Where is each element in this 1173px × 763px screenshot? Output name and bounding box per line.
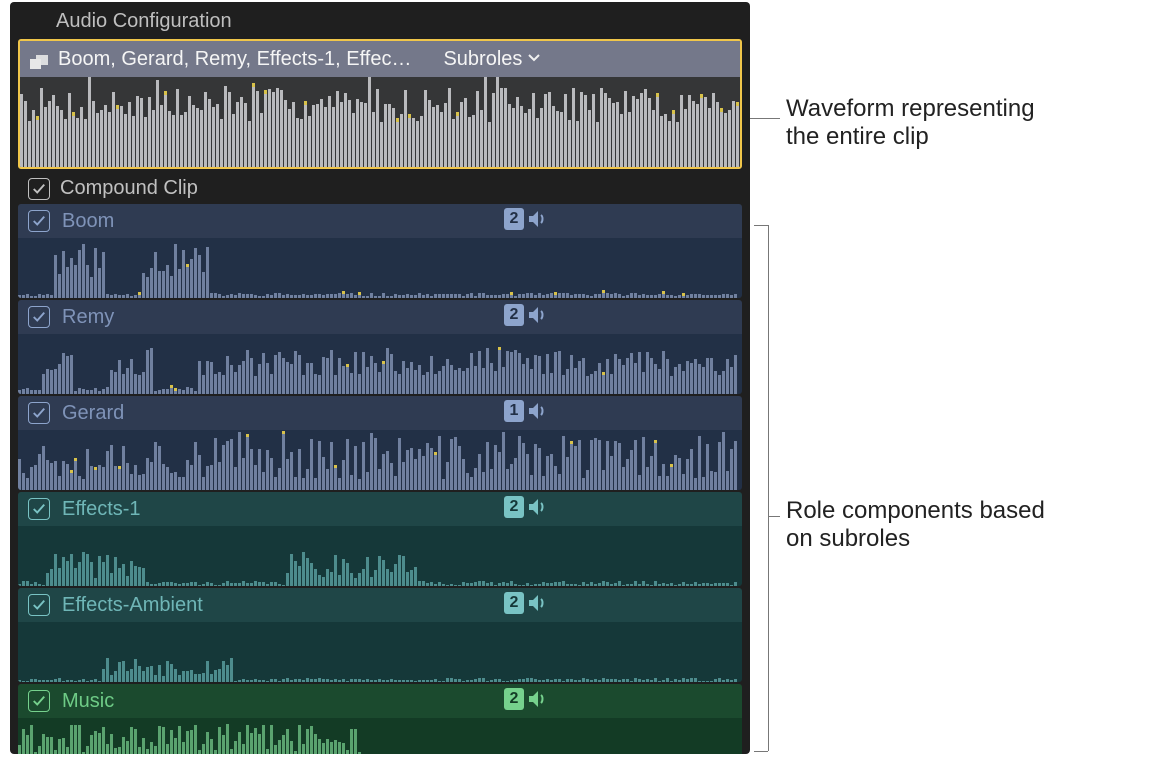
track-waveform [18,334,742,394]
track-channel-indicator: 2 [504,304,548,326]
compound-clip-label: Compound Clip [60,177,198,200]
track-row[interactable]: Remy 2 [18,300,742,394]
chevron-down-icon [526,48,542,71]
main-clip[interactable]: Boom, Gerard, Remy, Effects-1, Effec… Su… [18,39,742,169]
track-row[interactable]: Boom 2 [18,204,742,298]
track-row[interactable]: Music 2 [18,684,742,754]
speaker-icon [526,208,548,230]
subroles-dropdown[interactable]: Subroles [443,48,542,71]
panel-title: Audio Configuration [10,10,750,39]
channel-count-badge: 2 [504,304,524,326]
main-clip-header: Boom, Gerard, Remy, Effects-1, Effec… Su… [20,41,740,77]
callout-bracket [754,225,768,226]
track-channel-indicator: 1 [504,400,548,422]
track-label: Remy [62,306,114,329]
callout-bracket [754,751,768,752]
callout-text: Waveform representing [786,95,1035,123]
callout-text: on subroles [786,525,1045,553]
track-header: Remy [18,300,742,334]
track-label: Boom [62,210,114,233]
subroles-label: Subroles [443,48,522,71]
compound-clip-icon [30,52,48,66]
track-checkbox[interactable] [28,498,50,520]
track-checkbox[interactable] [28,402,50,424]
track-header: Effects-Ambient [18,588,742,622]
track-checkbox[interactable] [28,690,50,712]
track-waveform [18,526,742,586]
track-row[interactable]: Effects-1 2 [18,492,742,586]
compound-clip-checkbox[interactable] [28,178,50,200]
channel-count-badge: 2 [504,496,524,518]
track-row[interactable]: Gerard 1 [18,396,742,490]
channel-count-badge: 1 [504,400,524,422]
audio-config-panel: Audio Configuration Boom, Gerard, Remy, … [10,2,750,754]
callout-text: the entire clip [786,123,1035,151]
track-header: Effects-1 [18,492,742,526]
main-clip-waveform [20,73,740,167]
track-waveform [18,718,742,754]
track-label: Gerard [62,402,124,425]
track-label: Effects-1 [62,498,141,521]
callout-top: Waveform representing the entire clip [786,95,1035,151]
callout-leader [768,516,780,517]
speaker-icon [526,592,548,614]
track-channel-indicator: 2 [504,208,548,230]
track-label: Music [62,690,114,713]
main-clip-title: Boom, Gerard, Remy, Effects-1, Effec… [58,48,411,71]
channel-count-badge: 2 [504,208,524,230]
track-header: Boom [18,204,742,238]
track-channel-indicator: 2 [504,592,548,614]
speaker-icon [526,496,548,518]
speaker-icon [526,688,548,710]
callout-text: Role components based [786,497,1045,525]
channel-count-badge: 2 [504,688,524,710]
track-checkbox[interactable] [28,306,50,328]
track-checkbox[interactable] [28,594,50,616]
track-channel-indicator: 2 [504,688,548,710]
speaker-icon [526,304,548,326]
track-waveform [18,622,742,682]
callout-bracket [768,225,769,751]
callout-bottom: Role components based on subroles [786,497,1045,553]
speaker-icon [526,400,548,422]
track-header: Music [18,684,742,718]
channel-count-badge: 2 [504,592,524,614]
track-row[interactable]: Effects-Ambient 2 [18,588,742,682]
track-waveform [18,430,742,490]
tracks-list: Boom2Remy2Gerard1Effects-12Effects-Ambie… [10,204,750,754]
track-header: Gerard [18,396,742,430]
track-waveform [18,238,742,298]
track-label: Effects-Ambient [62,594,203,617]
track-channel-indicator: 2 [504,496,548,518]
compound-clip-row: Compound Clip [10,175,750,204]
callout-leader [750,118,780,119]
track-checkbox[interactable] [28,210,50,232]
